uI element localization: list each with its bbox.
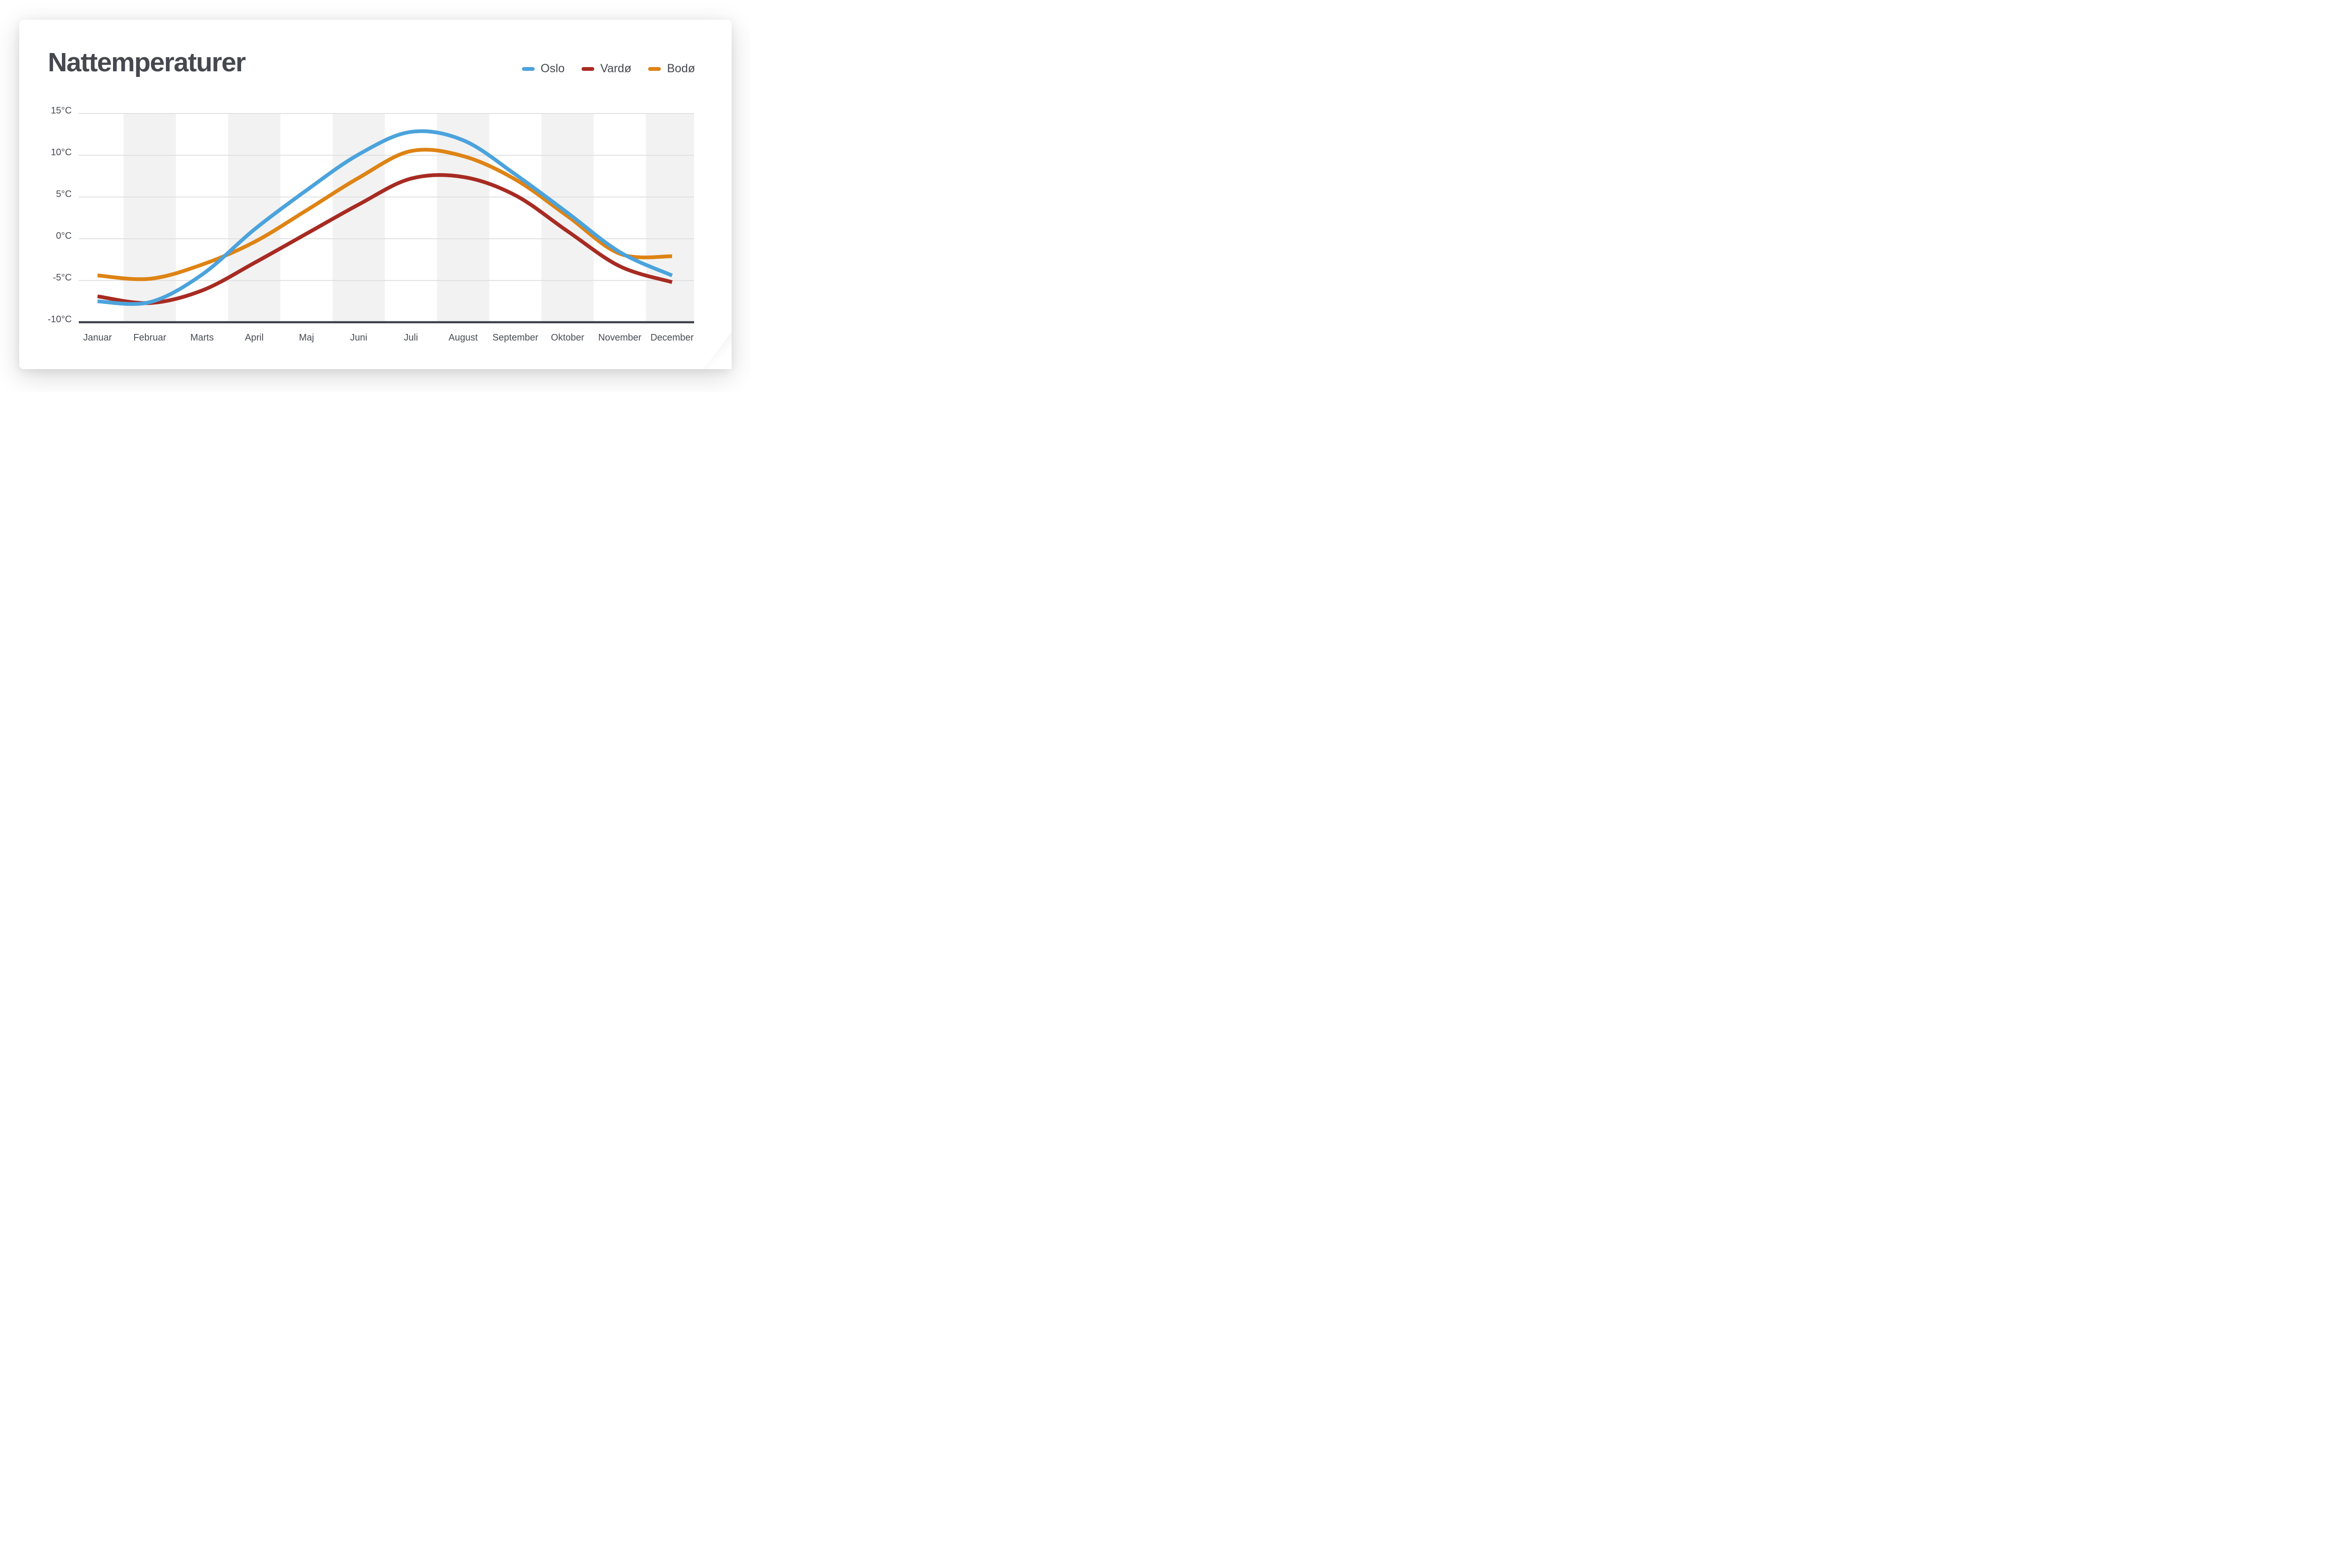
legend-item-bodo: Bodø bbox=[648, 63, 695, 75]
x-tick-label-oktober: Oktober bbox=[551, 333, 584, 343]
legend: Oslo Vardø Bodø bbox=[522, 63, 695, 75]
series-line-bodø bbox=[97, 148, 673, 281]
chart-area: 15°C 10°C 5°C 0°C -5°C -10°C Januar Februar Mar… bbox=[19, 20, 732, 369]
series-line-vardø bbox=[97, 173, 673, 305]
x-tick-label-februar: Februar bbox=[133, 333, 166, 343]
month-band-april bbox=[228, 114, 280, 322]
x-tick-label-juni: Juni bbox=[350, 333, 368, 343]
page-background: Nattemperaturer Oslo Vardø Bodø 15°C 10°C… bbox=[0, 0, 750, 392]
legend-swatch-bodo bbox=[648, 67, 661, 71]
page-title: Nattemperaturer bbox=[48, 47, 246, 77]
x-tick-label-december: December bbox=[650, 333, 694, 343]
legend-item-vardo: Vardø bbox=[582, 63, 631, 75]
series-line-oslo bbox=[97, 129, 673, 306]
line-chart-svg bbox=[79, 113, 694, 324]
legend-swatch-oslo bbox=[522, 67, 535, 71]
x-tick-label-september: September bbox=[492, 333, 538, 343]
legend-swatch-vardo bbox=[582, 67, 594, 71]
legend-item-oslo: Oslo bbox=[522, 63, 565, 75]
month-band-juni bbox=[333, 114, 385, 322]
y-tick-label-0: 0°C bbox=[56, 231, 72, 241]
x-tick-label-august: August bbox=[448, 333, 478, 343]
chart-card: Nattemperaturer Oslo Vardø Bodø 15°C 10°C… bbox=[19, 20, 732, 369]
y-tick-label--10: -10°C bbox=[47, 314, 72, 325]
x-tick-label-november: November bbox=[598, 333, 642, 343]
legend-label-oslo: Oslo bbox=[540, 62, 565, 75]
y-tick-label-5: 5°C bbox=[56, 189, 72, 199]
month-band-februar bbox=[123, 114, 176, 322]
month-band-december bbox=[646, 114, 694, 322]
y-tick-label--5: -5°C bbox=[53, 273, 72, 283]
legend-label-bodo: Bodø bbox=[667, 62, 695, 75]
y-tick-label-15: 15°C bbox=[51, 106, 72, 116]
x-tick-label-april: April bbox=[245, 333, 264, 343]
x-tick-label-juli: Juli bbox=[404, 333, 418, 343]
y-tick-label-10: 10°C bbox=[51, 147, 72, 158]
month-band-august bbox=[437, 114, 490, 322]
legend-label-vardo: Vardø bbox=[600, 62, 632, 75]
x-tick-label-marts: Marts bbox=[190, 333, 214, 343]
x-tick-label-januar: Januar bbox=[83, 333, 112, 343]
x-tick-label-maj: Maj bbox=[299, 333, 314, 343]
